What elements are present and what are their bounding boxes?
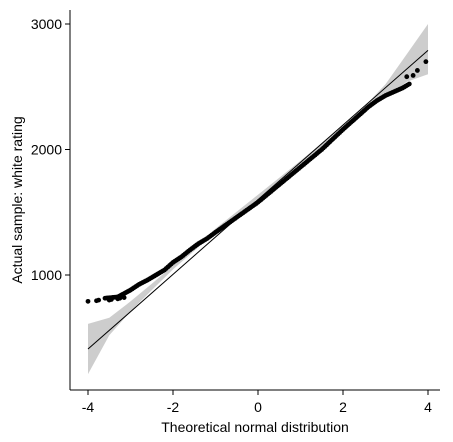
sample-point [414, 68, 420, 73]
sample-point [85, 298, 91, 304]
sample-point [108, 297, 114, 302]
x-tick-label: 0 [254, 399, 262, 415]
y-axis-title: Actual sample: white rating [9, 116, 25, 283]
sample-point [410, 73, 416, 78]
x-tick-label: 2 [339, 399, 347, 415]
sample-point [117, 295, 123, 301]
sample-point [423, 59, 429, 65]
y-tick-label: 1000 [31, 267, 62, 283]
x-axis-title: Theoretical normal distribution [161, 419, 349, 435]
x-tick-label: -2 [167, 399, 180, 415]
sample-point [96, 297, 102, 303]
x-tick-label: -4 [82, 399, 95, 415]
y-tick-label: 3000 [31, 16, 62, 32]
sample-point [406, 81, 412, 87]
sample-point [121, 295, 127, 300]
y-tick-label: 2000 [31, 142, 62, 158]
sample-point [404, 74, 410, 80]
x-tick-label: 4 [424, 399, 432, 415]
